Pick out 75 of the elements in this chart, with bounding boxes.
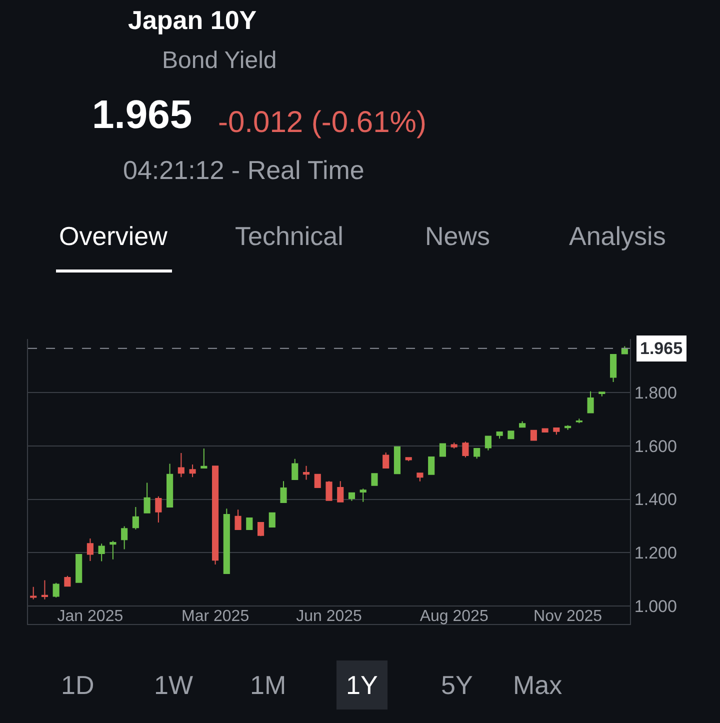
candlestick — [52, 582, 60, 598]
candlestick — [121, 526, 128, 550]
text: 1W — [154, 670, 194, 700]
candlestick — [178, 452, 184, 478]
x-tick-label: Nov 2025 — [534, 608, 602, 625]
x-tick-label: Jun 2025 — [296, 608, 362, 625]
candlestick — [382, 452, 390, 469]
candlestick — [337, 480, 344, 502]
candlestick — [280, 480, 287, 503]
text: -0.012 (-0.61%) — [218, 106, 426, 139]
candlestick — [587, 390, 594, 414]
text: 1Y — [346, 670, 378, 700]
candlestick — [30, 586, 37, 600]
candlestick — [598, 392, 606, 397]
candlestick — [212, 466, 219, 565]
candlestick — [576, 418, 582, 424]
chart-subtitle: Bond Yield — [162, 47, 277, 74]
candlestick — [223, 508, 230, 574]
candlestick — [326, 480, 332, 501]
candlestick — [200, 448, 208, 469]
candlestick — [394, 446, 401, 474]
candlestick — [371, 473, 378, 486]
candlestick — [416, 472, 424, 482]
candlestick — [132, 506, 139, 530]
candlestick — [155, 496, 162, 523]
x-tick-label: Aug 2025 — [420, 608, 488, 625]
candlestick — [462, 441, 469, 458]
text: News — [425, 221, 490, 251]
candlestick — [246, 517, 253, 530]
candlestick — [428, 456, 435, 475]
candlestick — [474, 448, 480, 460]
y-tick-label: 1.600 — [634, 436, 677, 456]
x-tick-label: Jan 2025 — [57, 608, 124, 625]
text: 5Y — [441, 670, 473, 700]
candlestick — [144, 482, 150, 514]
candlestick — [484, 436, 492, 451]
candlestick — [519, 420, 526, 428]
candlestick — [553, 427, 560, 436]
candlestick — [530, 430, 537, 441]
candlestick — [64, 575, 71, 587]
ref-line-label: 1.965 — [640, 339, 683, 358]
x-tick-label: Mar 2025 — [181, 608, 250, 625]
candlestick — [314, 474, 321, 488]
candlestick — [450, 442, 458, 450]
candlestick — [348, 492, 356, 502]
y-tick-label: 1.000 — [634, 597, 677, 616]
text: 1.965 — [92, 93, 192, 137]
y-tick-label: 1.400 — [634, 490, 677, 510]
candlestick — [292, 458, 298, 480]
text: Technical — [235, 221, 344, 251]
candlestick — [98, 543, 105, 562]
candlestick — [268, 512, 276, 528]
text: Max — [513, 670, 562, 700]
candlestick — [86, 538, 94, 562]
candlestick — [496, 431, 503, 440]
text: 1M — [250, 670, 286, 700]
chart-title: Japan 10Y — [128, 5, 257, 35]
y-tick-label: 1.800 — [634, 383, 677, 402]
candlestick — [41, 580, 48, 600]
text: Analysis — [569, 221, 666, 251]
candlestick — [360, 488, 366, 502]
text: Overview — [59, 221, 168, 251]
candlestick — [302, 465, 310, 480]
candlestick — [234, 509, 242, 530]
candlestick — [76, 554, 82, 584]
candlestick — [508, 430, 514, 440]
candlestick — [257, 522, 264, 537]
text: 04:21:12 - Real Time — [123, 155, 364, 185]
candlestick — [166, 463, 174, 508]
candlestick — [610, 354, 617, 382]
candlestick — [439, 443, 446, 457]
candlestick — [189, 464, 196, 478]
candlestick — [110, 540, 116, 560]
y-tick-label: 1.200 — [634, 544, 677, 563]
text: 1D — [61, 670, 94, 700]
